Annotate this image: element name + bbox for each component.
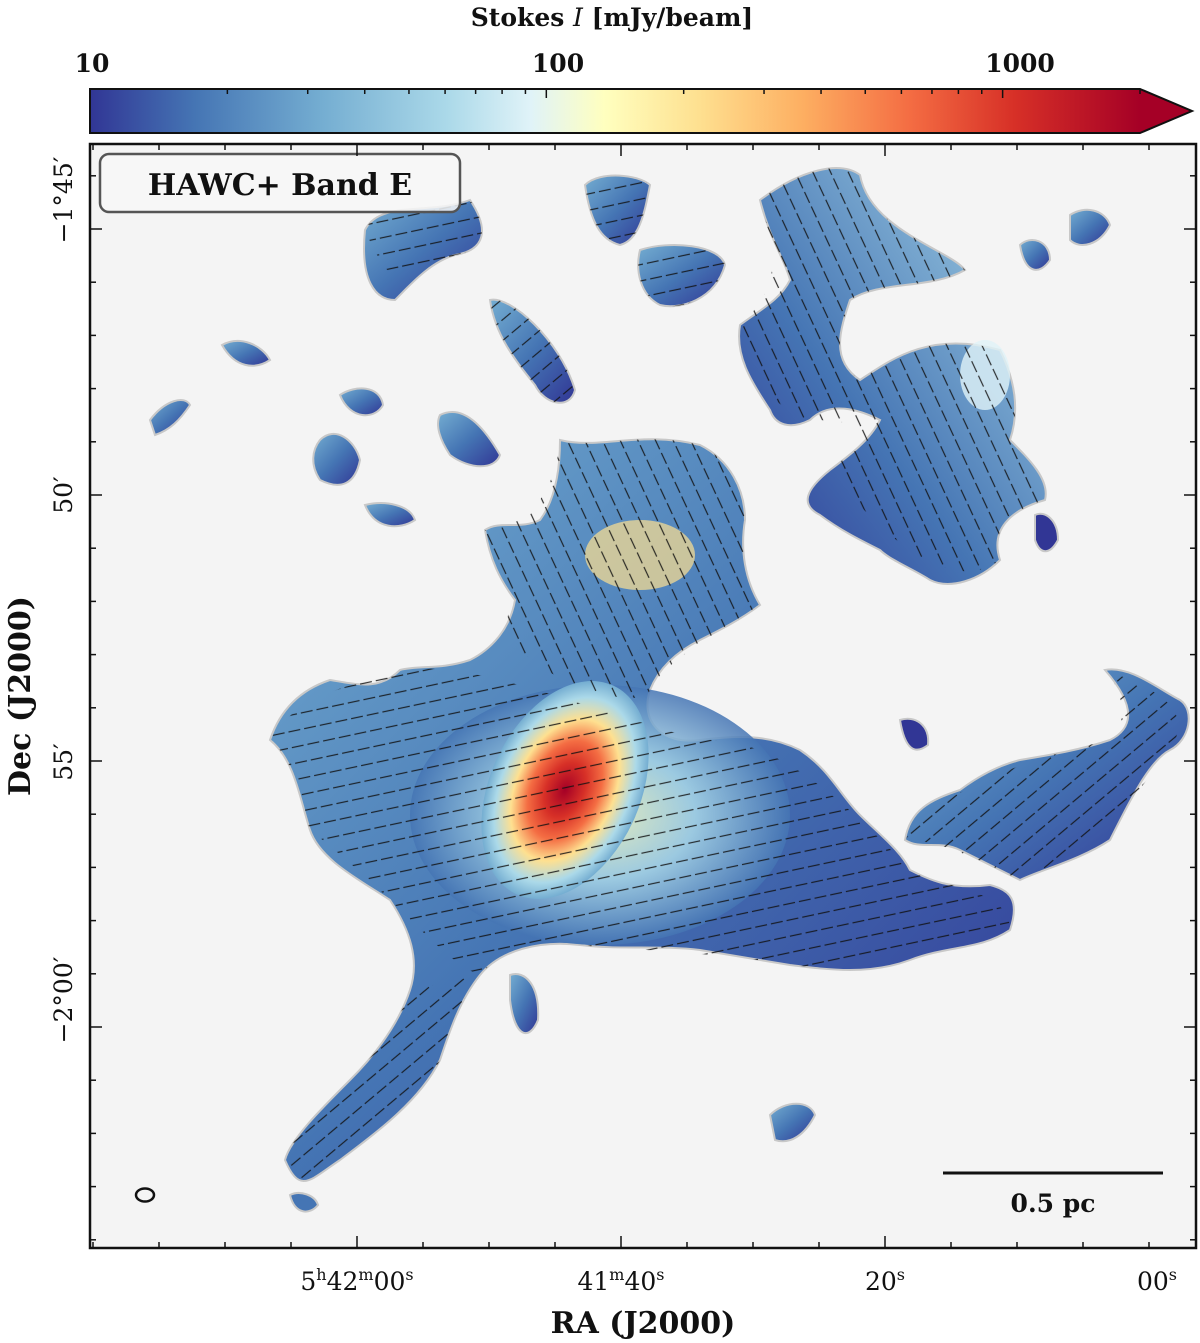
x-tick-label: 00s (1137, 1265, 1177, 1296)
colorbar-label: Stokes I [mJy/beam] (471, 3, 754, 32)
colorbar-tick-label: 100 (532, 49, 584, 78)
colorbar-gradient (90, 89, 1140, 133)
northeast-clump (1069, 208, 1112, 246)
colorbar-ticks (89, 89, 1141, 98)
beam-ellipse (134, 1187, 156, 1203)
colorbar-tick-label: 1000 (985, 49, 1055, 78)
x-tick-label: 41m40s (577, 1265, 664, 1296)
y-tick-label: 50′ (49, 476, 78, 514)
south-clump (768, 1102, 817, 1143)
north-clump (363, 502, 417, 528)
y-tick-label: 55′ (49, 743, 78, 781)
north-clump (338, 387, 385, 417)
colorbar-extend-arrow (1140, 89, 1192, 133)
intensity-map (148, 167, 1190, 1213)
x-axis: 5h42m00s 41m40s 20s 00s RA (J2000) (300, 1265, 1177, 1341)
northeast-clump (1034, 512, 1060, 553)
axis-ticks (90, 144, 1196, 1248)
north-clump (312, 433, 362, 486)
north-clump (437, 410, 502, 468)
scale-bar-label: 0.5 pc (1011, 1189, 1096, 1218)
y-tick-label: −1°45′ (49, 156, 78, 243)
colorbar-outline (89, 88, 1195, 134)
north-clump (220, 340, 272, 367)
y-axis: −1°45′ 50′ 55′ −2°00′ Dec (J2000) (3, 156, 78, 1043)
polarization-vectors (270, 168, 1179, 1181)
band-label-box: HAWC+ Band E (98, 152, 462, 214)
chart-title: HAWC+ Band E (148, 168, 412, 203)
y-axis-label: Dec (J2000) (3, 596, 38, 796)
south-clump (288, 1192, 320, 1213)
x-tick-label: 5h42m00s (300, 1265, 413, 1296)
north-clump (148, 399, 192, 437)
colorbar-tick-label: 10 (75, 49, 110, 78)
east-clump (898, 717, 930, 751)
northeast-clump (1018, 239, 1052, 271)
south-clump (509, 973, 540, 1035)
colorbar: Stokes I [mJy/beam] 10 100 1000 (75, 3, 1195, 134)
x-tick-label: 20s (865, 1265, 905, 1296)
x-axis-label: RA (J2000) (551, 1306, 736, 1341)
plot-area: 0.5 pc HAWC+ Band E (88, 142, 1198, 1250)
y-tick-label: −2°00′ (49, 956, 78, 1043)
plot-frame (88, 142, 1198, 1250)
